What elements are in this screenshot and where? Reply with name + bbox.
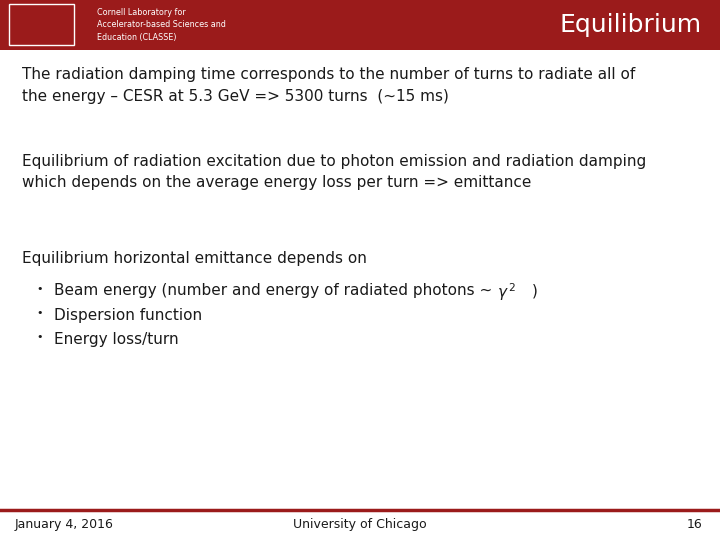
Text: January 4, 2016: January 4, 2016 [14,518,113,531]
Text: •: • [36,284,43,294]
Text: •: • [36,308,43,318]
Text: •: • [36,332,43,342]
Text: Energy loss/turn: Energy loss/turn [54,332,179,347]
Text: Equilibrium horizontal emittance depends on: Equilibrium horizontal emittance depends… [22,251,366,266]
Text: Dispersion function: Dispersion function [54,308,202,323]
Text: Equilibrium of radiation excitation due to photon emission and radiation damping: Equilibrium of radiation excitation due … [22,154,646,190]
Text: Cornell Laboratory for
Accelerator-based Sciences and
Education (CLASSE): Cornell Laboratory for Accelerator-based… [97,8,226,42]
Text: The radiation damping time corresponds to the number of turns to radiate all of
: The radiation damping time corresponds t… [22,68,635,104]
Text: $\gamma^{\,2}$: $\gamma^{\,2}$ [497,281,516,303]
Text: ): ) [531,284,537,299]
Bar [0,0,720,50]
Text: Beam energy (number and energy of radiated photons ~: Beam energy (number and energy of radiat… [54,284,497,299]
Text: University of Chicago: University of Chicago [293,518,427,531]
Text: 16: 16 [686,518,702,531]
Text: Equilibrium: Equilibrium [560,13,702,37]
